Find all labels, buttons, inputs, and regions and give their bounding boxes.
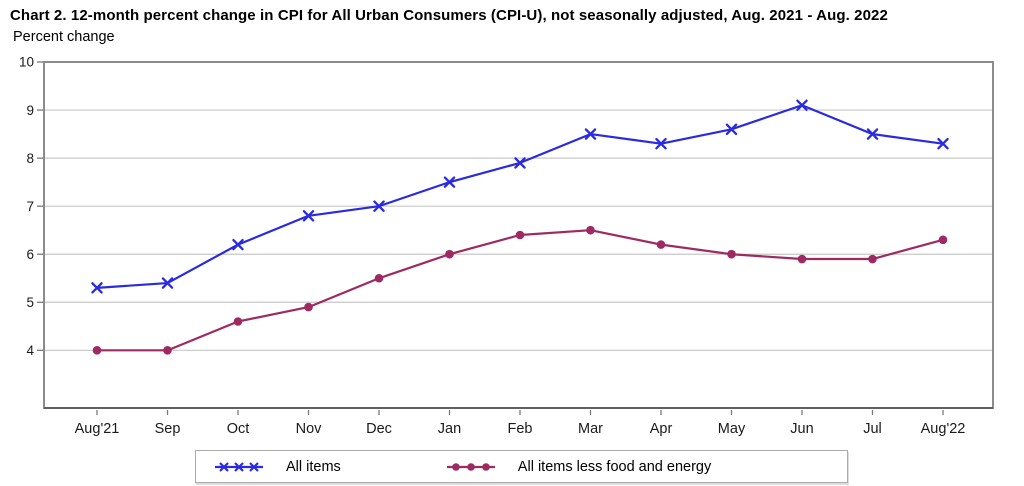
y-tick-label-10: 10: [19, 55, 34, 70]
series-all-items-marker: [725, 123, 738, 136]
series-all-items-marker: [161, 277, 174, 289]
y-axis-unit-label: Percent change: [13, 29, 115, 45]
series-core-marker: [797, 254, 807, 264]
legend-line-sample: [215, 461, 263, 472]
series-core-marker: [374, 273, 384, 283]
series-core-marker: [586, 225, 595, 235]
chart-legend: All items All items less food and energy: [195, 450, 848, 483]
x-tick-label-6: Feb: [508, 421, 533, 437]
y-tick-label-4: 4: [26, 343, 34, 358]
y-tick-label-9: 9: [26, 103, 34, 118]
series-core-marker: [727, 249, 736, 259]
legend-item-all-items: All items: [215, 459, 341, 475]
series-core-marker: [515, 230, 525, 240]
series-all-items-marker: [232, 238, 244, 251]
x-tick-label-9: May: [718, 421, 746, 437]
series-all-items-marker: [655, 137, 667, 150]
series-core-line: [95, 229, 945, 352]
series-all-items-line: [95, 104, 945, 289]
x-tick-label-12: Aug'22: [921, 421, 966, 437]
chart-title: Chart 2. 12-month percent change in CPI …: [10, 7, 888, 24]
legend-label-core: All items less food and energy: [517, 458, 712, 475]
x-tick-label-2: Oct: [227, 421, 250, 437]
series-core-marker: [233, 317, 243, 326]
x-tick-label-10: Jun: [790, 421, 813, 437]
series-core-marker: [304, 302, 313, 312]
legend-x-marker-icon: [249, 461, 259, 472]
x-tick-label-5: Jan: [438, 421, 461, 437]
x-tick-label-8: Apr: [650, 421, 673, 437]
legend-line-sample: [446, 462, 495, 471]
series-core-marker: [938, 235, 948, 245]
series-all-items-marker: [866, 128, 879, 140]
series-all-items-marker: [443, 176, 456, 188]
y-tick-label-8: 8: [26, 151, 34, 166]
series-core-marker: [656, 240, 666, 249]
legend-dot-marker-icon: [466, 462, 475, 471]
series-core-marker: [445, 249, 454, 259]
x-tick-label-11: Jul: [863, 421, 882, 437]
series-all-items-marker: [584, 128, 597, 140]
series-all-items-marker: [302, 210, 315, 222]
legend-dot-marker-icon: [451, 462, 460, 471]
x-tick-label-7: Mar: [578, 421, 603, 437]
x-tick-label-0: Aug'21: [75, 421, 120, 437]
y-tick-label-5: 5: [26, 295, 34, 310]
series-all-items-marker: [373, 200, 385, 212]
core-line-swatch: [446, 459, 495, 475]
series-all-items-marker: [514, 157, 526, 169]
series-core-marker: [163, 346, 172, 355]
series-core-marker: [868, 254, 877, 264]
legend-label-all-items: All items: [286, 458, 341, 475]
x-tick-label-1: Sep: [155, 421, 181, 437]
x-tick-label-4: Dec: [366, 421, 392, 437]
all-items-line-swatch: [215, 459, 263, 475]
series-all-items-marker: [937, 137, 949, 150]
series-all-items-marker: [91, 282, 103, 294]
legend-x-marker-icon: [219, 461, 229, 472]
series-core-marker: [92, 346, 102, 355]
y-tick-label-6: 6: [26, 247, 34, 262]
series-all-items-marker: [796, 99, 808, 111]
legend-dot-marker-icon: [481, 462, 490, 471]
cpi-line-chart: 4 5 6 7 8 9 10 Aug'21 Sep Oct Nov Dec Jan Feb Mar Apr Ma…: [19, 55, 994, 437]
legend-x-marker-icon: [234, 461, 244, 472]
x-tick-label-3: Nov: [296, 421, 323, 437]
y-tick-label-7: 7: [26, 199, 34, 214]
legend-item-core: All items less food and energy: [446, 458, 712, 475]
